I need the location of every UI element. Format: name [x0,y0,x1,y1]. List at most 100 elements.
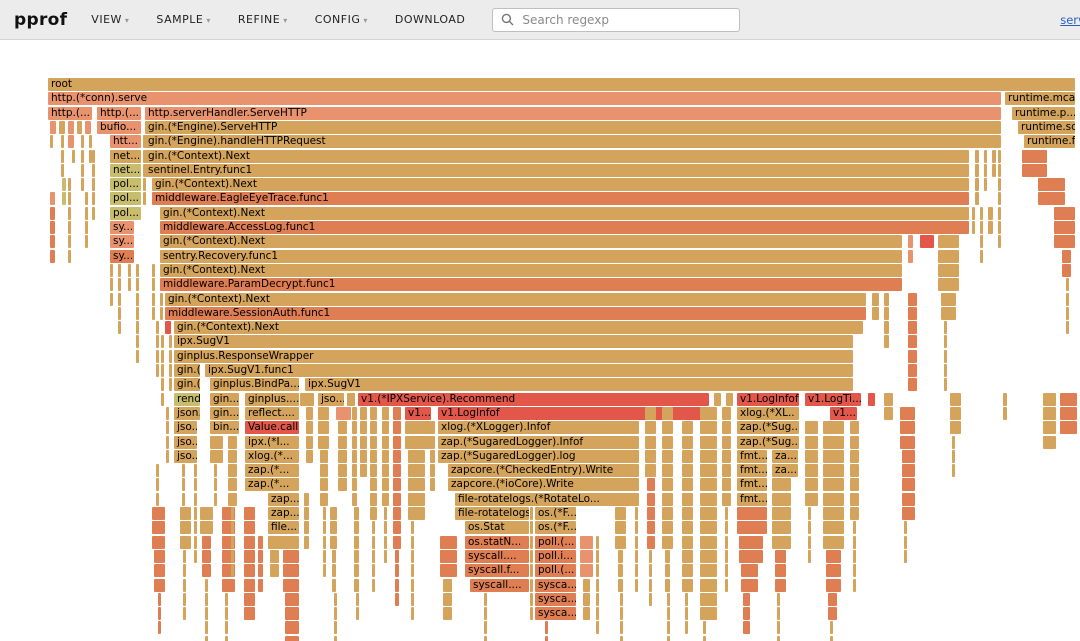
flame-frame[interactable] [850,507,859,520]
flame-frame[interactable] [430,464,435,478]
flame-frame[interactable] [823,435,844,449]
flame-frame[interactable] [393,535,401,549]
flame-frame[interactable] [583,592,590,606]
flame-frame[interactable] [372,521,375,535]
flame-frame[interactable] [618,564,623,578]
flame-frame[interactable] [356,607,359,621]
flame-frame[interactable] [143,163,146,177]
flame-frame[interactable] [853,564,856,578]
flame-frame[interactable]: htt... [110,135,141,149]
flame-frame[interactable] [330,535,337,549]
flame-frame[interactable] [700,464,717,478]
flame-frame[interactable] [205,621,208,635]
flame-frame[interactable] [1066,321,1069,335]
flame-frame[interactable] [984,163,987,177]
flame-frame[interactable] [667,607,670,621]
flame-frame[interactable] [222,578,235,592]
flame-frame[interactable] [741,578,758,592]
flame-frame[interactable]: gin.(*Engine).handleHTTPRequest [145,135,1001,149]
flame-frame[interactable] [850,464,859,478]
flame-frame[interactable] [202,549,211,563]
flame-frame[interactable] [944,349,947,363]
flame-frame[interactable] [685,607,688,621]
flame-frame[interactable] [808,549,811,563]
flame-frame[interactable] [270,549,279,563]
flame-frame[interactable] [530,578,533,592]
flame-frame[interactable] [980,235,983,249]
flame-frame[interactable] [984,178,987,192]
flame-frame[interactable] [180,535,191,549]
flame-frame[interactable] [580,535,593,549]
flame-frame[interactable] [618,549,623,563]
flame-frame[interactable] [334,635,337,641]
flame-frame[interactable] [772,507,791,520]
flame-frame[interactable] [620,592,623,606]
flame-frame[interactable] [205,578,208,592]
flame-frame[interactable] [667,621,670,635]
flame-frame[interactable] [205,607,208,621]
flame-frame[interactable] [356,549,359,563]
flame-frame[interactable] [372,535,375,549]
flame-frame[interactable] [244,535,255,549]
flame-frame[interactable] [908,364,917,377]
flame-frame[interactable] [244,507,255,520]
flame-frame[interactable] [318,435,329,449]
flame-frame[interactable]: gin.(*Context).Next [152,178,969,192]
flame-frame[interactable] [393,478,401,492]
flame-frame[interactable] [244,578,255,592]
flame-frame[interactable] [682,535,693,549]
flame-frame[interactable] [645,406,656,420]
flame-frame[interactable] [1060,392,1073,406]
flame-frame[interactable] [214,492,217,506]
flame-frame[interactable] [805,449,818,463]
flame-frame[interactable]: runtime.sc... [1018,120,1075,134]
flame-frame[interactable] [405,421,431,435]
flame-frame[interactable] [370,507,377,520]
flame-frame[interactable] [703,635,706,641]
service-link[interactable]: servi [1060,12,1080,27]
flame-frame[interactable] [244,564,255,578]
flame-frame[interactable]: http.(... [48,106,92,120]
flame-frame[interactable] [136,335,139,349]
flame-frame[interactable] [725,564,728,578]
flame-frame[interactable] [443,607,452,621]
flame-frame[interactable] [356,592,359,606]
flame-frame[interactable]: poll.(... [535,535,576,549]
flame-frame[interactable] [306,449,313,463]
flame-frame[interactable] [950,406,961,420]
flame-frame[interactable] [682,578,693,592]
flame-frame[interactable] [805,435,818,449]
flame-frame[interactable] [323,564,326,578]
flame-frame[interactable] [304,492,309,506]
flame-frame[interactable] [118,292,121,306]
flame-frame[interactable] [615,492,626,506]
flame-frame[interactable] [850,435,859,449]
flame-frame[interactable] [161,335,164,349]
flame-frame[interactable] [158,592,161,606]
flame-frame[interactable] [395,564,399,578]
flame-frame[interactable]: syscall.... [470,578,529,592]
flame-frame[interactable] [530,521,533,535]
flame-frame[interactable] [156,335,159,349]
flame-frame[interactable] [202,535,211,549]
flame-frame[interactable] [700,435,717,449]
flame-frame[interactable] [210,449,223,463]
flame-frame[interactable] [118,321,121,335]
flame-frame[interactable] [384,549,387,563]
flame-frame[interactable] [703,621,706,635]
flame-frame[interactable] [408,478,425,492]
flame-frame[interactable] [92,163,95,177]
flame-frame[interactable] [725,549,728,563]
flame-frame[interactable] [777,607,780,621]
flame-frame[interactable] [370,464,377,478]
flame-frame[interactable] [50,120,56,134]
flame-frame[interactable]: gin.(*Context).Next [174,321,863,335]
flame-frame[interactable] [352,449,357,463]
flame-frame[interactable] [545,621,548,635]
flame-frame[interactable] [665,549,670,563]
flame-frame[interactable] [902,507,915,520]
flame-frame[interactable] [347,392,355,406]
flame-frame[interactable] [580,564,593,578]
flame-frame[interactable] [152,507,165,520]
flame-frame[interactable] [354,507,357,520]
